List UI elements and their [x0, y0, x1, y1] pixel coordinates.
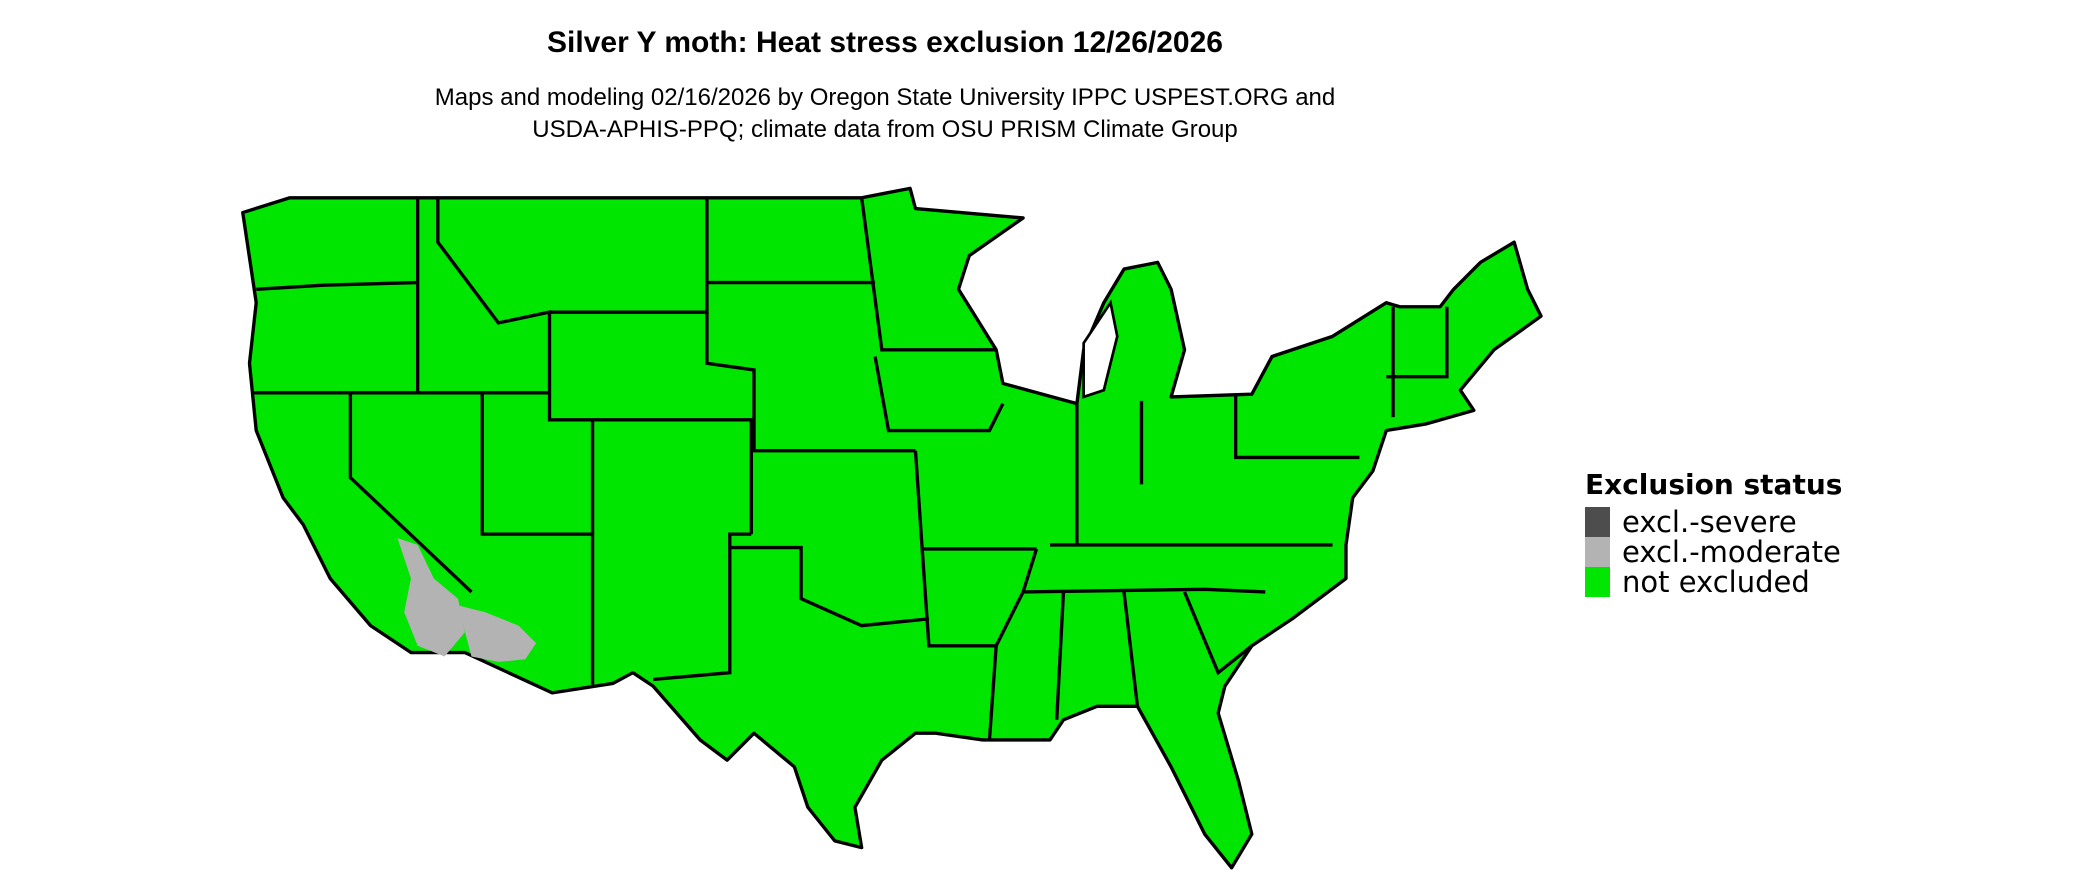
- legend-swatch-severe: [1585, 507, 1610, 537]
- map-subtitle-line2: USDA-APHIS-PPQ; climate data from OSU PR…: [532, 116, 1238, 143]
- legend-item-moderate: excl.-moderate: [1585, 537, 1842, 567]
- legend-label: excl.-severe: [1622, 505, 1797, 539]
- lake-michigan: [1082, 299, 1119, 399]
- legend-item-severe: excl.-severe: [1585, 507, 1842, 537]
- moderate-exclusion-area: [397, 538, 537, 662]
- legend-label: not excluded: [1622, 565, 1810, 599]
- legend: Exclusion status excl.-severe excl.-mode…: [1585, 468, 1842, 597]
- legend-swatch-not-excluded: [1585, 567, 1610, 597]
- legend-label: excl.-moderate: [1622, 535, 1841, 569]
- us-landmass: [241, 186, 1543, 870]
- legend-item-not-excluded: not excluded: [1585, 567, 1842, 597]
- legend-title: Exclusion status: [1585, 468, 1843, 501]
- legend-swatch-moderate: [1585, 537, 1610, 567]
- state-borders: [253, 197, 1449, 741]
- map-subtitle-line1: Maps and modeling 02/16/2026 by Oregon S…: [434, 84, 1336, 111]
- map-title: Silver Y moth: Heat stress exclusion 12/…: [547, 26, 1223, 59]
